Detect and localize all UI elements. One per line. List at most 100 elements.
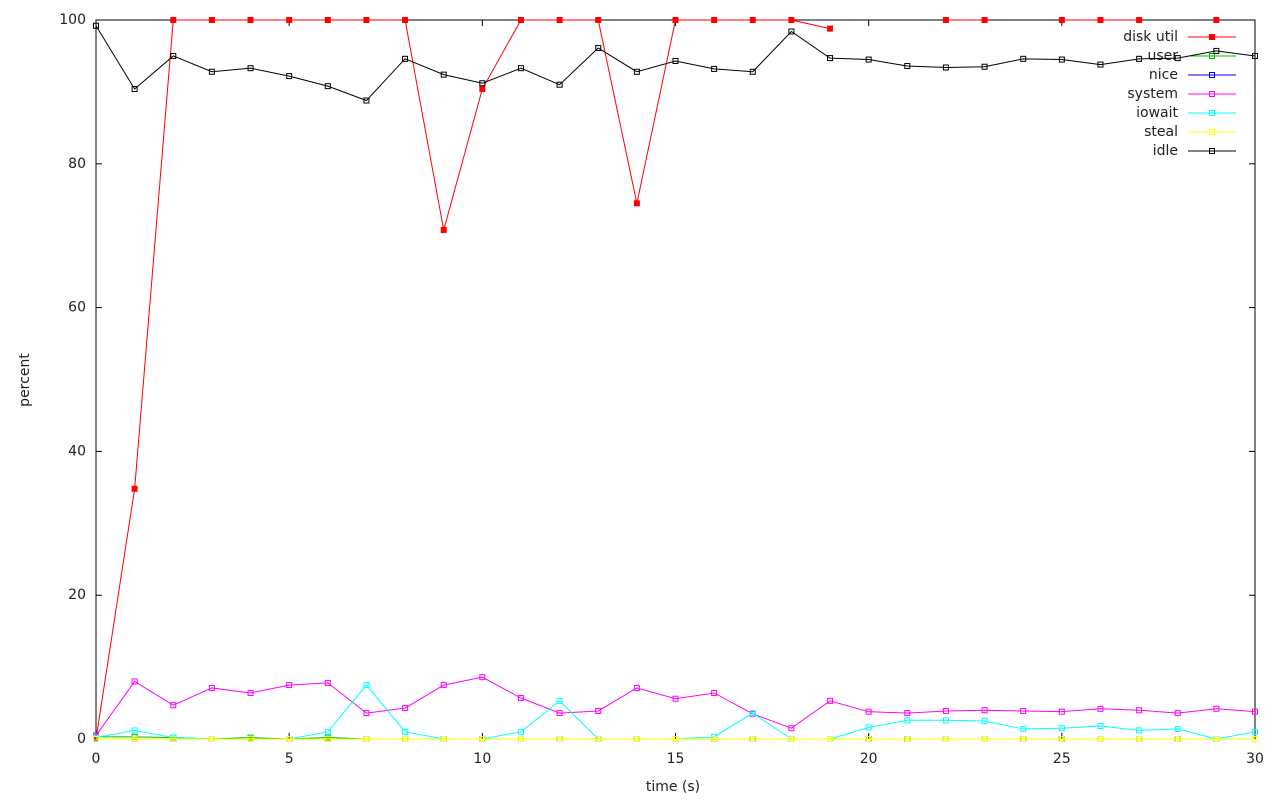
x-tick-label: 30 xyxy=(1246,751,1264,767)
x-tick-label: 20 xyxy=(860,751,878,767)
data-point xyxy=(1174,736,1181,742)
data-point xyxy=(208,17,215,23)
data-point xyxy=(324,17,331,23)
data-point xyxy=(324,728,331,735)
data-point xyxy=(865,56,872,63)
data-point xyxy=(865,736,872,742)
data-point xyxy=(440,71,447,78)
data-point xyxy=(556,17,563,23)
data-point xyxy=(286,17,293,23)
data-point xyxy=(942,17,949,23)
data-point xyxy=(517,736,524,742)
data-point xyxy=(788,725,795,732)
data-point xyxy=(1097,61,1104,68)
data-point xyxy=(440,226,447,233)
data-point xyxy=(981,17,988,23)
legend-label: disk util xyxy=(1123,29,1178,45)
data-point xyxy=(1058,17,1065,23)
data-point xyxy=(1174,55,1181,62)
data-point xyxy=(1174,710,1181,717)
data-point xyxy=(517,695,524,702)
x-tick-label: 15 xyxy=(667,751,685,767)
x-tick-label: 25 xyxy=(1053,751,1071,767)
data-point xyxy=(247,17,254,23)
data-point xyxy=(363,97,370,104)
data-point xyxy=(363,710,370,717)
data-point xyxy=(1213,17,1220,23)
y-tick-label: 80 xyxy=(68,156,86,172)
data-point xyxy=(1097,736,1104,742)
data-point xyxy=(633,736,640,742)
data-point xyxy=(749,710,756,717)
data-point xyxy=(479,674,486,681)
data-point xyxy=(827,55,834,62)
x-tick-label: 5 xyxy=(285,751,294,767)
data-point xyxy=(170,702,177,709)
data-point xyxy=(402,17,409,23)
series-line xyxy=(95,676,1256,736)
data-point xyxy=(363,17,370,23)
data-point xyxy=(904,736,911,742)
data-point xyxy=(749,736,756,742)
data-point xyxy=(827,697,834,704)
data-point xyxy=(633,68,640,75)
x-axis-label: time (s) xyxy=(646,779,700,795)
data-point xyxy=(1213,705,1220,712)
legend-label: idle xyxy=(1153,143,1178,159)
y-axis-label: percent xyxy=(17,353,33,407)
data-point xyxy=(131,678,138,685)
legend-label: iowait xyxy=(1136,105,1178,121)
data-point xyxy=(1097,17,1104,23)
data-point xyxy=(904,710,911,717)
data-point xyxy=(247,65,254,72)
data-point xyxy=(1058,736,1065,742)
x-tick-label: 0 xyxy=(92,751,101,767)
data-point xyxy=(286,736,293,742)
y-tick-label: 100 xyxy=(59,12,86,28)
data-point xyxy=(402,55,409,62)
data-point xyxy=(208,736,215,742)
data-point xyxy=(131,485,138,492)
data-point xyxy=(1252,736,1258,742)
legend-label: user xyxy=(1147,48,1178,64)
data-point xyxy=(170,17,177,23)
data-point xyxy=(131,727,138,734)
data-point xyxy=(711,736,718,742)
data-point xyxy=(363,736,370,742)
data-point xyxy=(517,728,524,735)
data-point xyxy=(1174,725,1181,732)
data-point xyxy=(131,86,138,93)
data-point xyxy=(286,73,293,80)
data-point xyxy=(788,28,795,35)
data-point xyxy=(517,17,524,23)
data-point xyxy=(595,17,602,23)
data-point xyxy=(672,17,679,23)
data-point xyxy=(981,736,988,742)
data-point xyxy=(633,200,640,207)
legend-marker xyxy=(1209,72,1215,78)
data-point xyxy=(711,17,718,23)
y-tick-label: 0 xyxy=(77,731,86,747)
data-point xyxy=(942,717,949,724)
data-point xyxy=(827,736,834,742)
data-point xyxy=(1097,705,1104,712)
legend-label: steal xyxy=(1144,124,1178,140)
data-point xyxy=(711,65,718,72)
data-point xyxy=(711,689,718,696)
data-point xyxy=(595,736,602,742)
data-point xyxy=(247,736,254,742)
data-point xyxy=(479,80,486,87)
series-line xyxy=(95,684,1256,740)
data-point xyxy=(440,736,447,742)
legend-marker xyxy=(1209,53,1215,59)
data-point xyxy=(749,17,756,23)
data-point xyxy=(981,718,988,725)
data-point xyxy=(402,736,409,742)
data-point xyxy=(827,25,834,32)
data-point xyxy=(556,81,563,88)
data-point xyxy=(595,707,602,714)
data-point xyxy=(93,22,99,29)
data-point xyxy=(904,63,911,70)
series-line xyxy=(95,25,1256,102)
